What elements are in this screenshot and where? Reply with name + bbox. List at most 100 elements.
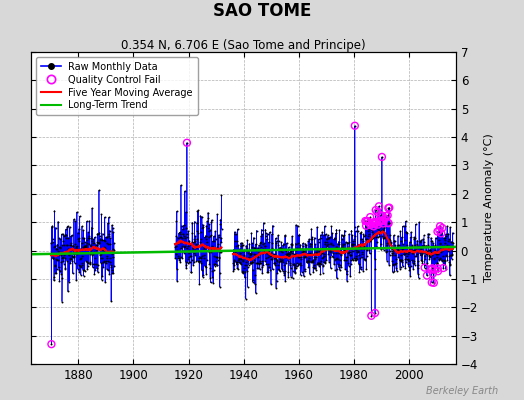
Point [414,243,422,249]
Point [232,231,241,237]
Point [375,232,384,239]
Point [376,218,384,225]
Point [58,275,67,281]
Point [86,261,94,268]
Point [439,265,447,271]
Point [83,218,91,225]
Point [212,236,220,242]
Point [283,254,292,260]
Point [260,247,268,254]
Point [446,251,455,258]
Point [75,238,84,244]
Point [187,252,195,259]
Point [103,234,111,240]
Point [230,258,238,264]
Point [419,249,428,256]
Point [105,228,114,234]
Point [92,245,101,251]
Point [109,225,117,231]
Point [420,249,429,255]
Point [207,232,215,239]
Point [275,266,283,273]
Point [418,248,427,255]
Point [384,205,392,211]
Point [245,254,253,260]
Point [409,260,418,266]
Point [104,267,113,274]
Point [408,248,417,254]
Point [209,246,217,252]
Point [285,253,293,259]
Point [333,261,342,267]
Point [422,242,430,249]
Point [50,208,59,214]
Point [71,218,80,224]
Point [253,252,261,258]
Point [412,246,420,253]
Point [278,246,286,252]
Point [199,272,208,278]
Point [341,266,350,272]
Point [363,252,371,259]
Point [414,274,423,281]
Point [291,264,300,271]
Point [240,247,248,253]
Point [213,256,222,263]
Point [209,245,217,252]
Point [311,265,319,271]
Point [412,250,421,257]
Point [217,235,225,241]
Point [405,248,413,255]
Point [110,263,118,269]
Point [202,271,211,277]
Point [256,240,265,246]
Point [75,226,83,232]
Point [364,226,373,232]
Point [54,264,63,270]
Point [302,259,311,266]
Point [443,238,452,244]
Point [323,235,332,241]
Point [426,247,434,253]
Point [236,260,245,266]
Point [288,250,296,256]
Point [398,223,407,230]
Point [287,248,295,254]
Point [380,235,389,242]
Point [441,237,449,243]
Point [95,230,104,236]
Point [445,253,453,260]
Point [402,229,410,236]
Point [268,231,276,237]
Point [351,122,359,129]
Point [335,227,344,233]
Point [355,261,363,267]
Point [59,258,67,264]
Point [207,219,215,225]
Point [368,227,376,233]
Point [49,255,58,261]
Point [273,270,281,276]
Point [233,259,241,266]
Point [105,271,114,278]
Point [437,233,445,240]
Point [48,251,56,257]
Point [253,252,261,259]
Point [379,235,387,241]
Point [401,256,409,262]
Point [349,256,357,263]
Point [298,251,306,257]
Point [213,254,221,260]
Point [337,244,345,251]
Point [309,264,318,270]
Point [274,242,282,248]
Point [59,231,68,238]
Point [306,250,314,256]
Point [388,252,397,258]
Point [277,248,285,254]
Point [346,246,354,253]
Point [448,252,456,258]
Point [436,240,445,246]
Point [176,239,184,246]
Point [333,244,341,250]
